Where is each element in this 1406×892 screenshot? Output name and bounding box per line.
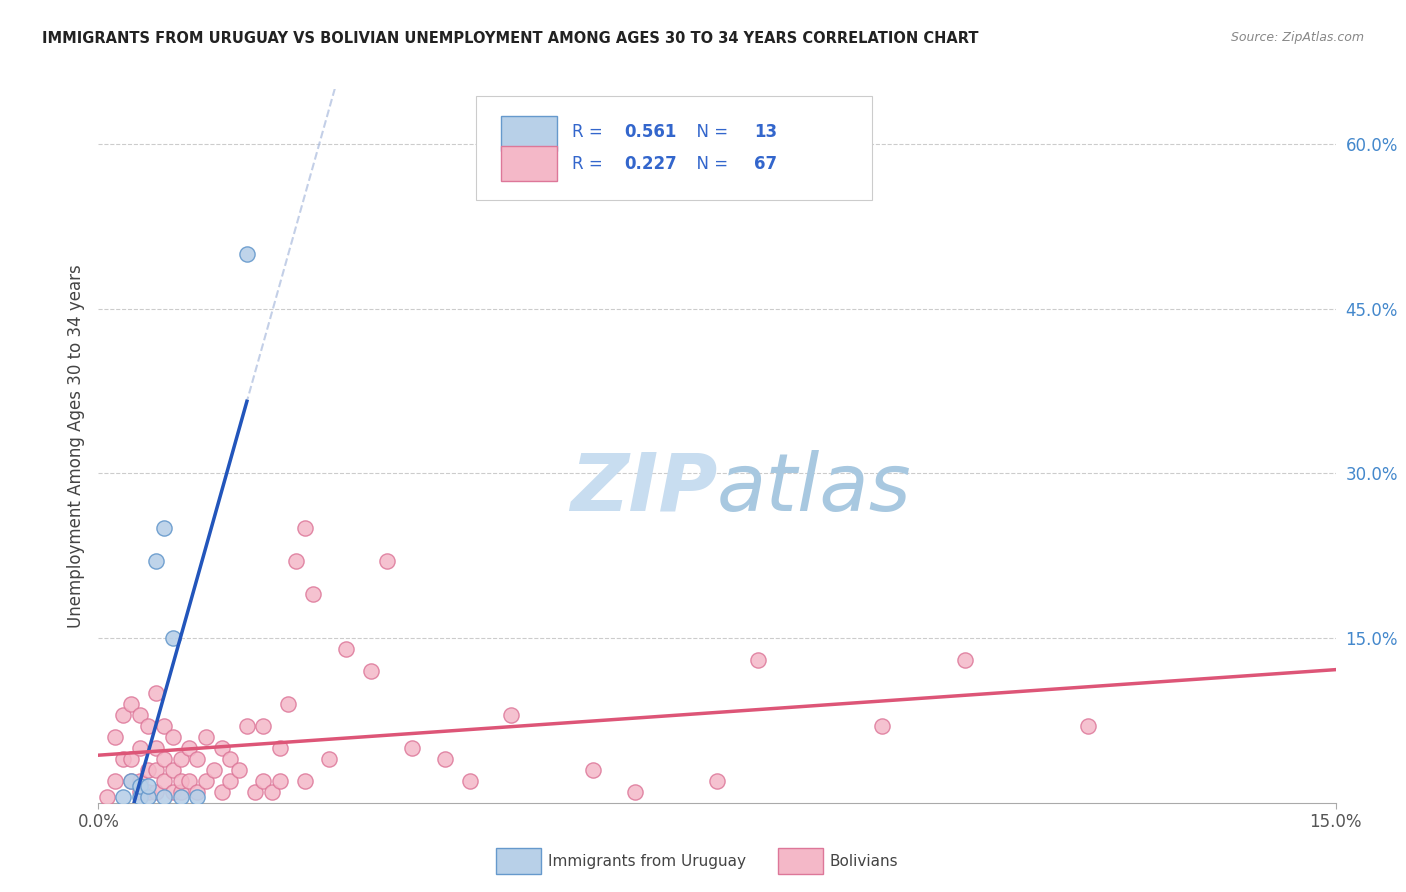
Point [194, 730, 217, 744]
Point [153, 719, 176, 733]
Point [252, 773, 274, 788]
Point [153, 790, 176, 805]
Point [128, 790, 150, 805]
Point [236, 719, 259, 733]
Point [219, 752, 242, 766]
Point [228, 763, 250, 777]
Point [285, 554, 308, 568]
Point [318, 752, 340, 766]
Text: Source: ZipAtlas.com: Source: ZipAtlas.com [1230, 31, 1364, 45]
Point [136, 763, 159, 777]
Point [252, 719, 274, 733]
Point [433, 752, 456, 766]
Point [145, 740, 167, 755]
Point [179, 773, 201, 788]
Point [194, 773, 217, 788]
Point [136, 719, 159, 733]
Point [136, 780, 159, 794]
Point [145, 763, 167, 777]
Point [499, 708, 522, 723]
Point [458, 773, 481, 788]
Point [269, 740, 291, 755]
Point [128, 773, 150, 788]
Point [186, 752, 208, 766]
Point [706, 773, 728, 788]
Point [335, 642, 357, 657]
Point [202, 763, 225, 777]
Point [953, 653, 976, 667]
Text: N =: N = [686, 123, 734, 141]
Point [145, 785, 167, 799]
Point [162, 785, 184, 799]
Point [236, 247, 259, 261]
Point [623, 785, 645, 799]
Point [401, 740, 423, 755]
Point [153, 773, 176, 788]
Point [170, 785, 193, 799]
Text: N =: N = [686, 155, 734, 173]
Point [170, 790, 193, 805]
Point [170, 752, 193, 766]
Text: 13: 13 [754, 123, 778, 141]
Point [153, 521, 176, 535]
Point [145, 686, 167, 700]
Point [96, 790, 118, 805]
Point [302, 587, 325, 601]
Point [179, 740, 201, 755]
Point [211, 785, 233, 799]
Text: atlas: atlas [717, 450, 912, 528]
Point [145, 554, 167, 568]
FancyBboxPatch shape [501, 116, 557, 152]
Point [120, 773, 142, 788]
Point [1077, 719, 1099, 733]
Point [104, 773, 127, 788]
Point [747, 653, 769, 667]
Text: IMMIGRANTS FROM URUGUAY VS BOLIVIAN UNEMPLOYMENT AMONG AGES 30 TO 34 YEARS CORRE: IMMIGRANTS FROM URUGUAY VS BOLIVIAN UNEM… [42, 31, 979, 46]
Point [104, 730, 127, 744]
Point [120, 752, 142, 766]
Point [243, 785, 266, 799]
Point [136, 790, 159, 805]
Point [153, 752, 176, 766]
Point [120, 697, 142, 711]
Point [128, 740, 150, 755]
Point [162, 730, 184, 744]
Point [120, 773, 142, 788]
Text: R =: R = [572, 155, 609, 173]
Point [582, 763, 605, 777]
Point [170, 773, 193, 788]
Point [112, 790, 135, 805]
Point [112, 752, 135, 766]
Point [219, 773, 242, 788]
Text: Immigrants from Uruguay: Immigrants from Uruguay [548, 854, 747, 869]
Point [136, 785, 159, 799]
Point [260, 785, 283, 799]
Point [375, 554, 398, 568]
FancyBboxPatch shape [501, 146, 557, 181]
Point [294, 773, 316, 788]
Text: Bolivians: Bolivians [830, 854, 898, 869]
Point [269, 773, 291, 788]
Text: 0.227: 0.227 [624, 155, 678, 173]
Point [870, 719, 893, 733]
Text: 67: 67 [754, 155, 778, 173]
Text: R =: R = [572, 123, 609, 141]
Point [112, 708, 135, 723]
FancyBboxPatch shape [475, 96, 872, 200]
Y-axis label: Unemployment Among Ages 30 to 34 years: Unemployment Among Ages 30 to 34 years [66, 264, 84, 628]
Point [211, 740, 233, 755]
Text: 0.561: 0.561 [624, 123, 676, 141]
Point [162, 631, 184, 645]
Point [162, 763, 184, 777]
Point [360, 664, 382, 678]
Point [128, 785, 150, 799]
Point [128, 780, 150, 794]
Point [128, 708, 150, 723]
Point [186, 785, 208, 799]
Point [277, 697, 299, 711]
Point [294, 521, 316, 535]
Point [186, 790, 208, 805]
Text: ZIP: ZIP [569, 450, 717, 528]
